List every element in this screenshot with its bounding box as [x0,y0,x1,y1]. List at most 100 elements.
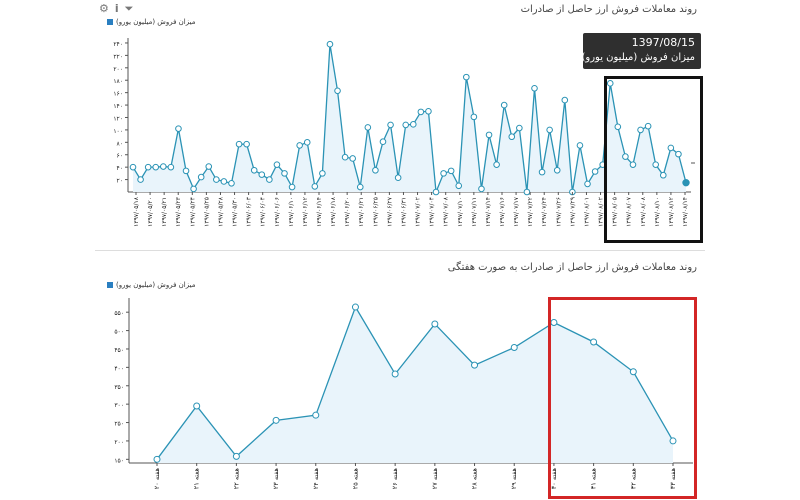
x-tick-label: هفته ۲۱ [193,467,201,489]
series-area [133,44,686,192]
data-point [440,170,447,177]
data-point [303,139,311,146]
data-point [417,108,425,116]
x-tick-label: ۱۳۹۷/۰۶/۲۵ [372,197,379,227]
daily-line-chart[interactable]: ۲۰ ۴۰ ۶۰ ۸۰ ۱۰۰ ۱۲۰ ۱۴۰ ۱۶۰ ۱۸۰ ۲۰۰ ۲۲۰ ۲۴۰ ۱۳۹۷/۰۵/… [95,0,705,250]
y-tick-label: ۴۰ [117,165,123,172]
x-tick-label: ۱۳۹۷/۰۶/۱۸ [330,196,337,227]
series-area [157,307,673,463]
data-point [372,166,379,174]
x-tick-label: ۱۳۹۷/۰۷/۱۷ [513,196,520,227]
x-tick-label: هفته ۲۶ [391,467,399,489]
x-tick-label: هفته ۳۳ [669,467,677,489]
data-point [629,368,637,376]
weekly-line-chart[interactable]: ۱۵۰ ۲۰۰ ۲۵۰ ۳۰۰ ۳۵۰ ۴۰۰ ۴۵۰ ۵۰۰ ۵۵۰ هفته ۲۰ هفته ۲… [95,258,705,500]
y-tick-label: ۲۵۰ [114,421,124,428]
data-point [334,87,341,95]
y-tick-label: ۶۰ [117,153,123,160]
data-point [584,180,591,188]
data-point [243,140,250,148]
data-point [190,185,197,193]
data-point [455,182,463,190]
x-tick-label: ۱۳۹۷/۰۷/۰۸ [443,196,450,227]
y-tick-label: ۵۵۰ [114,310,124,317]
x-tick-label: ۱۳۹۷/۰۷/۰۴ [429,197,436,227]
chart-toolbar: ⚙ i ⏷ [99,2,133,16]
y-tick-label: ۳۰۰ [114,402,124,409]
data-point [591,168,599,175]
data-point [471,361,479,369]
x-tick-label: هفته ۳۲ [629,467,637,489]
x-tick-label: ۱۳۹۷/۰۶/۰۴ [260,197,267,227]
x-tick-label: ۱۳۹۷/۰۷/۱۱ [471,197,478,227]
x-tick-label: ۱۳۹۷/۰۵/۳۰ [232,197,239,227]
data-point [500,101,508,109]
data-point [232,452,240,460]
data-point [391,370,399,378]
data-point [394,174,402,182]
chart-legend[interactable]: میزان فروش (میلیون یورو) [107,281,195,289]
data-point [311,183,319,190]
data-point [387,121,394,129]
x-tick-label: ۱۳۹۷/۰۸/۱۰ [654,197,661,227]
x-tick-label: ۱۳۹۷/۰۸/۱۴ [682,197,689,227]
data-point [538,168,546,176]
filter-icon[interactable]: ⏷ [124,2,134,15]
data-point [160,163,167,170]
data-point [129,163,137,171]
data-point [606,80,614,87]
x-tick-label: ۱۳۹۷/۰۷/۱۴ [485,197,492,227]
y-tick-label: ۱۴۰ [113,103,123,110]
data-point [250,166,258,174]
x-tick-label: ۱۳۹۷/۰۶/۲۱ [358,197,365,227]
data-point [152,163,160,171]
x-tick-label: ۱۳۹۷/۰۵/۲۸ [217,196,224,227]
data-point [193,402,201,410]
data-point [470,113,478,121]
data-point [341,153,349,161]
x-tick-label: ۱۳۹۷/۰۷/۲۶ [555,197,562,227]
data-point [319,170,326,177]
series-line [156,305,674,460]
x-tick-label: ۱۳۹۷/۰۷/۱۶ [499,197,506,227]
x-tick-label: هفته ۲۵ [351,467,359,489]
x-tick-label: ۱۳۹۷/۰۵/۲۳ [175,196,182,227]
y-tick-label: ۱۲۰ [113,115,123,122]
y-tick-label: ۴۰۰ [114,365,124,372]
x-tick-label: ۱۳۹۷/۰۵/۱۸ [133,196,140,227]
y-tick-label: ۲۰۰ [113,66,123,73]
data-point [622,153,629,160]
x-tick-label: ۱۳۹۷/۰۵/۲۰ [147,197,154,227]
legend-label: میزان فروش (میلیون یورو) [116,281,196,289]
data-point [447,167,455,175]
x-tick-label: هفته ۳۰ [550,467,558,489]
data-point [425,107,432,115]
gear-icon[interactable]: ⚙ [99,2,109,15]
data-point [667,144,675,152]
y-tick-label: ۱۰۰ [113,128,123,135]
data-point [485,131,493,139]
x-tick-label: هفته ۲۸ [471,467,479,489]
data-point [463,73,470,81]
legend-swatch [107,19,113,25]
chart-legend[interactable]: میزان فروش (میلیون یورو) [107,18,195,26]
info-icon[interactable]: i [114,2,119,15]
x-tick-label: ۱۳۹۷/۰۶/۱۴ [316,197,323,227]
x-tick-label: ۱۳۹۷/۰۷/۰۲ [415,197,422,227]
x-tick-label: ۱۳۹۷/۰۷/۲۴ [541,197,548,227]
data-point [266,176,273,183]
data-point [510,344,518,352]
data-point [629,161,637,168]
data-point [659,171,667,179]
x-tick-label: هفته ۳۱ [590,467,598,489]
legend-swatch [107,282,113,288]
data-point [220,178,228,185]
data-point [493,161,500,168]
y-tick-label: ۱۶۰ [113,91,123,98]
x-tick-label: ۱۳۹۷/۰۵/۲۱ [161,197,168,227]
data-point [296,142,303,149]
y-tick-label: ۵۰۰ [114,329,124,336]
x-tick-label: ۱۳۹۷/۰۶/۲۰ [344,197,351,227]
y-tick-label: ۱۸۰ [113,78,123,85]
